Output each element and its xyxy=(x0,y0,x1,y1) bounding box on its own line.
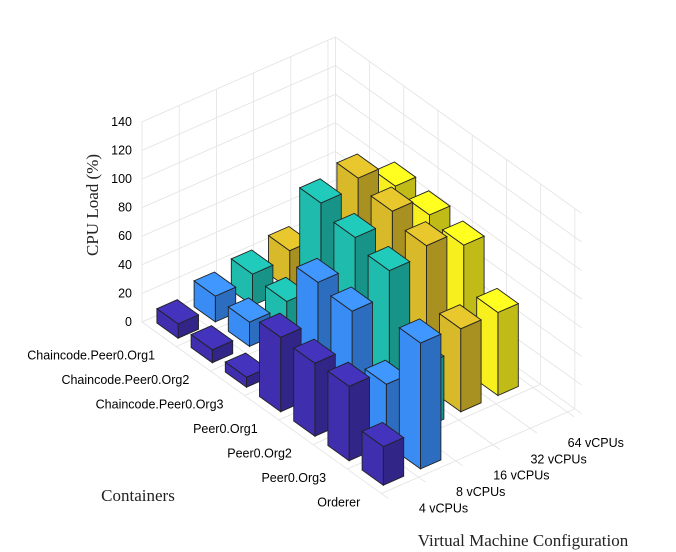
container-tick-label: Chaincode.Peer0.Org3 xyxy=(96,397,224,411)
z-tick-label: 140 xyxy=(111,115,132,129)
z-tick-label: 80 xyxy=(118,201,132,215)
container-tick-label: Peer0.Org3 xyxy=(261,471,326,485)
z-tick-label: 20 xyxy=(118,286,132,300)
vm-tick-labels: 4 vCPUs 8 vCPUs 16 vCPUs 32 vCPUs 64 vCPUs xyxy=(419,436,624,515)
z-axis-title: CPU Load (%) xyxy=(83,154,102,256)
container-tick-labels: Chaincode.Peer0.Org1 Chaincode.Peer0.Org2… xyxy=(27,348,360,509)
vm-tick-label: 4 vCPUs xyxy=(419,501,468,515)
container-tick-label: Peer0.Org2 xyxy=(227,446,292,460)
bar xyxy=(230,249,274,307)
z-tick-label: 60 xyxy=(118,229,132,243)
z-tick-label: 0 xyxy=(125,315,132,329)
bar xyxy=(361,421,405,487)
z-tick-label: 120 xyxy=(111,143,132,157)
bar xyxy=(438,304,483,413)
x-axis-title: Containers xyxy=(101,486,175,505)
vm-tick-label: 64 vCPUs xyxy=(568,436,624,450)
bar xyxy=(155,299,200,340)
z-tick-label: 40 xyxy=(118,258,132,272)
vm-tick-label: 8 vCPUs xyxy=(456,485,505,499)
container-tick-label: Peer0.Org1 xyxy=(193,422,258,436)
container-tick-label: Orderer xyxy=(317,495,360,509)
z-axis-ticks: 0 20 40 60 80 100 120 140 xyxy=(111,115,132,329)
bar xyxy=(398,318,442,470)
z-tick-label: 100 xyxy=(111,172,132,186)
bar xyxy=(326,361,371,462)
bar xyxy=(193,271,237,323)
container-tick-label: Chaincode.Peer0.Org2 xyxy=(61,373,189,387)
vm-tick-label: 32 vCPUs xyxy=(530,452,586,466)
bars xyxy=(155,153,520,487)
vm-tick-label: 16 vCPUs xyxy=(493,469,549,483)
container-tick-label: Chaincode.Peer0.Org1 xyxy=(27,348,155,362)
bar xyxy=(475,287,520,397)
bar xyxy=(190,325,234,364)
y-axis-title: Virtual Machine Configuration xyxy=(418,531,629,550)
